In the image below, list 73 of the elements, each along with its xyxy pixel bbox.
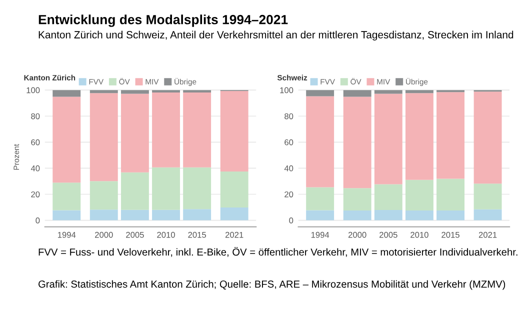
bar bbox=[436, 92, 464, 179]
bar bbox=[52, 90, 81, 97]
y-tick-label: 100 bbox=[280, 87, 294, 94]
bar bbox=[436, 210, 464, 220]
bar bbox=[90, 181, 118, 210]
bar bbox=[52, 182, 81, 210]
bar bbox=[220, 90, 248, 172]
bar bbox=[152, 167, 180, 210]
y-tick-label: 40 bbox=[284, 165, 294, 172]
bar bbox=[52, 210, 81, 220]
x-tick-label: 2010 bbox=[410, 232, 428, 238]
x-tick-label: 2021 bbox=[225, 232, 244, 238]
bar bbox=[436, 178, 464, 211]
bar bbox=[120, 210, 149, 220]
bar bbox=[90, 90, 118, 94]
bar bbox=[306, 96, 334, 188]
y-tick-label: 100 bbox=[26, 87, 40, 94]
bar bbox=[90, 210, 118, 220]
x-tick-label: 2005 bbox=[380, 232, 398, 238]
chart-subtitle: Kanton Zürich und Schweiz, Anteil der Verkehrsmittel an der mittleren Tagesdistanz, Strecken im Inland bbox=[38, 30, 514, 40]
y-tick-label: 0 bbox=[36, 217, 40, 224]
x-tick-label: 2000 bbox=[348, 232, 366, 238]
x-tick-label: 2010 bbox=[157, 232, 175, 238]
bar bbox=[220, 171, 248, 208]
x-tick-label: 1994 bbox=[58, 232, 76, 238]
bar bbox=[405, 93, 434, 180]
y-tick-label: 40 bbox=[30, 165, 40, 172]
x-tick-label: 2005 bbox=[126, 232, 144, 238]
bar bbox=[52, 96, 81, 183]
y-tick-label: 20 bbox=[31, 191, 40, 198]
y-tick-label: 0 bbox=[289, 217, 294, 224]
bar bbox=[343, 210, 372, 220]
y-tick-label: 60 bbox=[31, 139, 40, 146]
bar bbox=[183, 92, 212, 168]
bar bbox=[120, 172, 149, 210]
bar bbox=[183, 167, 212, 210]
bar bbox=[474, 92, 502, 184]
bar bbox=[474, 184, 502, 210]
bar bbox=[405, 210, 434, 220]
x-tick-label: 2015 bbox=[442, 232, 460, 238]
bar bbox=[152, 92, 180, 168]
x-tick-label: 1994 bbox=[311, 232, 330, 238]
bar bbox=[90, 93, 118, 182]
x-tick-label: 2015 bbox=[188, 232, 206, 238]
bar bbox=[374, 90, 402, 94]
bar bbox=[152, 90, 180, 93]
bar bbox=[306, 187, 334, 210]
bar bbox=[306, 90, 334, 96]
bar bbox=[306, 210, 334, 220]
bar bbox=[120, 94, 149, 172]
y-tick-label: 60 bbox=[284, 139, 294, 146]
bar bbox=[152, 210, 180, 220]
y-tick-label: 80 bbox=[31, 113, 40, 120]
bar bbox=[343, 188, 372, 211]
bar bbox=[120, 90, 149, 94]
bar bbox=[374, 94, 402, 184]
bar bbox=[343, 96, 372, 188]
bar bbox=[343, 90, 372, 97]
x-tick-label: 2021 bbox=[478, 232, 497, 238]
bar bbox=[183, 90, 212, 93]
text: Grafik: Statistisches Amt Kanton Zürich; Quelle: BFS, ARE – Mikrozensus Mobilität und Verkehr (MZMV) bbox=[38, 280, 506, 290]
bar bbox=[374, 184, 402, 210]
y-tick-label: 20 bbox=[284, 191, 294, 198]
x-tick-label: 2000 bbox=[95, 232, 113, 238]
bar bbox=[474, 209, 502, 220]
text: FVV = Fuss- und Veloverkehr, inkl. E-Bike, ÖV = öffentlicher Verkehr, MIV = motorisierter Individualverkehr. bbox=[38, 247, 518, 257]
bar bbox=[220, 208, 248, 220]
bar bbox=[405, 180, 434, 211]
bar bbox=[405, 90, 434, 94]
bar bbox=[374, 210, 402, 220]
bar bbox=[183, 209, 212, 220]
y-tick-label: 80 bbox=[284, 113, 294, 120]
chart-title: Entwicklung des Modalsplits 1994–2021 bbox=[38, 14, 288, 27]
